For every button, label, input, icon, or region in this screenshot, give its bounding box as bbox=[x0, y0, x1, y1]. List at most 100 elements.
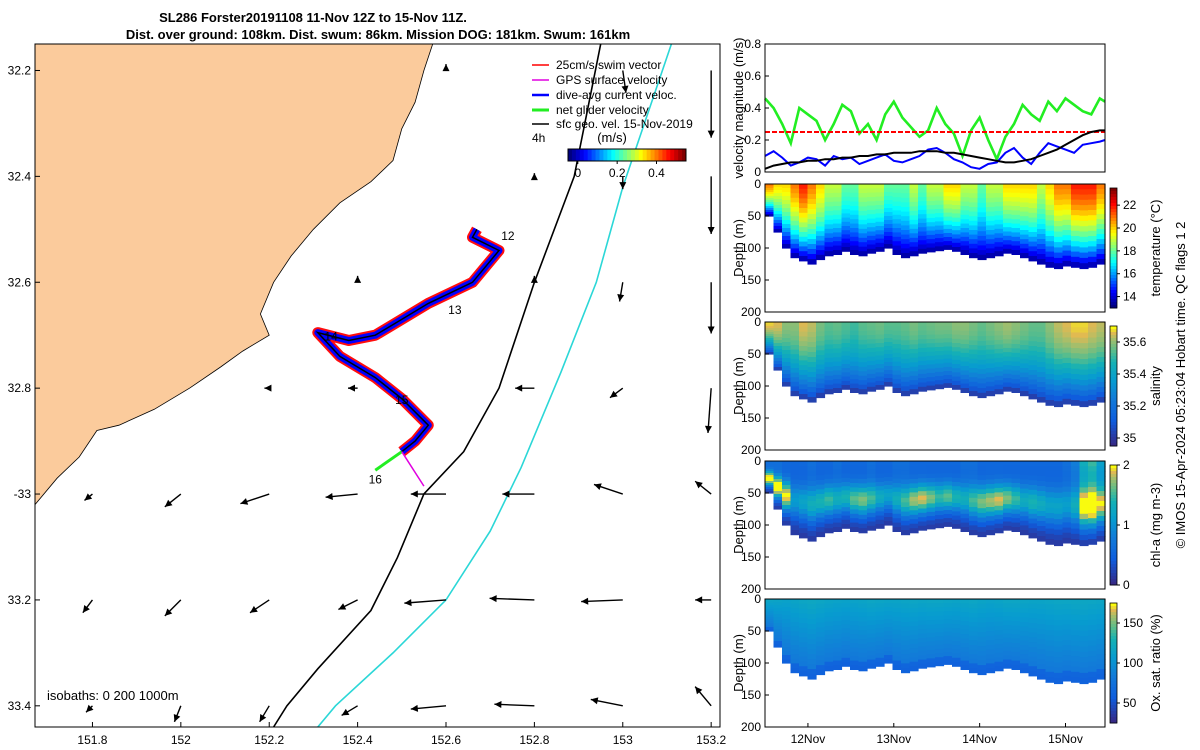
section-cell bbox=[1028, 389, 1038, 395]
section-cell bbox=[1045, 461, 1055, 467]
section-cell bbox=[799, 480, 809, 486]
section-cell bbox=[901, 626, 911, 632]
section-colorbar-segment bbox=[1110, 717, 1117, 721]
section-colorbar-segment bbox=[1110, 287, 1117, 291]
section-colorbar-segment bbox=[1110, 654, 1117, 658]
section-cell bbox=[807, 367, 817, 373]
section-colorbar-segment bbox=[1110, 431, 1117, 435]
section-cell bbox=[782, 208, 792, 213]
section-cell bbox=[1003, 637, 1013, 643]
section-cell bbox=[765, 212, 775, 215]
section-cell bbox=[765, 479, 775, 482]
vector-head bbox=[707, 226, 715, 234]
section-cell bbox=[1037, 501, 1047, 507]
section-cell bbox=[986, 193, 996, 199]
section-cell bbox=[1088, 363, 1098, 370]
section-cell bbox=[943, 518, 953, 523]
section-cell bbox=[994, 666, 1004, 672]
section-cell bbox=[1020, 649, 1030, 655]
section-cell bbox=[773, 644, 783, 648]
section-cell bbox=[884, 204, 894, 209]
section-cell bbox=[1096, 461, 1106, 467]
section-cell bbox=[807, 194, 817, 200]
section-cell bbox=[1096, 362, 1106, 368]
section-cell bbox=[1071, 220, 1081, 227]
section-cell bbox=[824, 501, 834, 507]
sfc-velocity-vector bbox=[694, 480, 712, 495]
section-cell bbox=[1003, 197, 1013, 202]
section-cell bbox=[773, 605, 783, 609]
section-cell bbox=[790, 488, 800, 494]
section-cell bbox=[884, 232, 894, 237]
section-cell bbox=[977, 383, 987, 389]
section-cell bbox=[1011, 496, 1021, 502]
vector-head bbox=[515, 384, 523, 392]
section-cell bbox=[935, 192, 945, 198]
section-cell bbox=[773, 205, 783, 209]
section-cell bbox=[892, 206, 902, 211]
section-cell bbox=[824, 348, 834, 354]
section-cell bbox=[858, 483, 868, 489]
section-cell bbox=[1020, 474, 1030, 480]
section-cell bbox=[884, 192, 894, 197]
section-cell bbox=[833, 228, 843, 233]
section-cell bbox=[960, 192, 970, 198]
section-cell bbox=[850, 219, 860, 225]
section-cell bbox=[943, 652, 953, 657]
section-cell bbox=[892, 236, 902, 242]
section-cell bbox=[1054, 503, 1064, 510]
section-cell bbox=[875, 461, 885, 466]
section-cell bbox=[782, 517, 792, 522]
sfc-velocity-vector bbox=[85, 704, 94, 713]
section-cell bbox=[850, 348, 860, 354]
section-cell bbox=[782, 236, 792, 241]
section-cell bbox=[833, 192, 843, 198]
section-cell bbox=[960, 638, 970, 644]
section-cell bbox=[1011, 374, 1021, 380]
section-cell bbox=[1045, 184, 1055, 190]
section-cell bbox=[960, 344, 970, 349]
colorbar-segment bbox=[607, 149, 612, 161]
section-cell bbox=[850, 612, 860, 618]
section-cell bbox=[909, 366, 919, 372]
section-colorbar-segment bbox=[1110, 645, 1117, 649]
section-colorbar-segment bbox=[1110, 555, 1117, 559]
section-cell bbox=[1028, 208, 1038, 214]
section-cell bbox=[782, 639, 792, 644]
section-cell bbox=[952, 469, 962, 475]
section-cell bbox=[1011, 388, 1021, 393]
colorbar-segment bbox=[654, 149, 659, 161]
section-cell bbox=[918, 347, 928, 353]
section-cell bbox=[977, 373, 987, 380]
section-cell bbox=[841, 209, 851, 214]
section-cell bbox=[1054, 215, 1064, 222]
section-cell bbox=[1003, 322, 1013, 327]
section-cell bbox=[918, 642, 928, 648]
section-cell bbox=[1003, 330, 1013, 336]
section-cell bbox=[765, 619, 775, 622]
section-cell bbox=[816, 364, 826, 370]
section-cell bbox=[807, 214, 817, 220]
section-cell bbox=[833, 505, 843, 510]
section-cell bbox=[765, 214, 775, 217]
section-cell bbox=[1003, 347, 1013, 353]
section-cell bbox=[1071, 476, 1081, 483]
section-cell bbox=[1045, 204, 1055, 211]
section-cell bbox=[1020, 340, 1030, 346]
section-colorbar-segment bbox=[1110, 516, 1117, 520]
section-cell bbox=[1054, 492, 1064, 499]
section-cell bbox=[935, 636, 945, 642]
section-cell bbox=[969, 658, 979, 664]
section-cell bbox=[943, 510, 953, 515]
section-cell bbox=[841, 238, 851, 244]
section-cell bbox=[884, 378, 894, 383]
section-cell bbox=[1037, 254, 1047, 260]
section-cell bbox=[1011, 352, 1021, 358]
section-cell bbox=[969, 349, 979, 355]
section-cell bbox=[1088, 635, 1098, 642]
vector-head bbox=[264, 384, 272, 392]
section-cell bbox=[1054, 461, 1064, 467]
section-cell bbox=[884, 493, 894, 498]
section-cell bbox=[841, 465, 851, 470]
section-colorbar-tick-label: 18 bbox=[1123, 244, 1137, 258]
